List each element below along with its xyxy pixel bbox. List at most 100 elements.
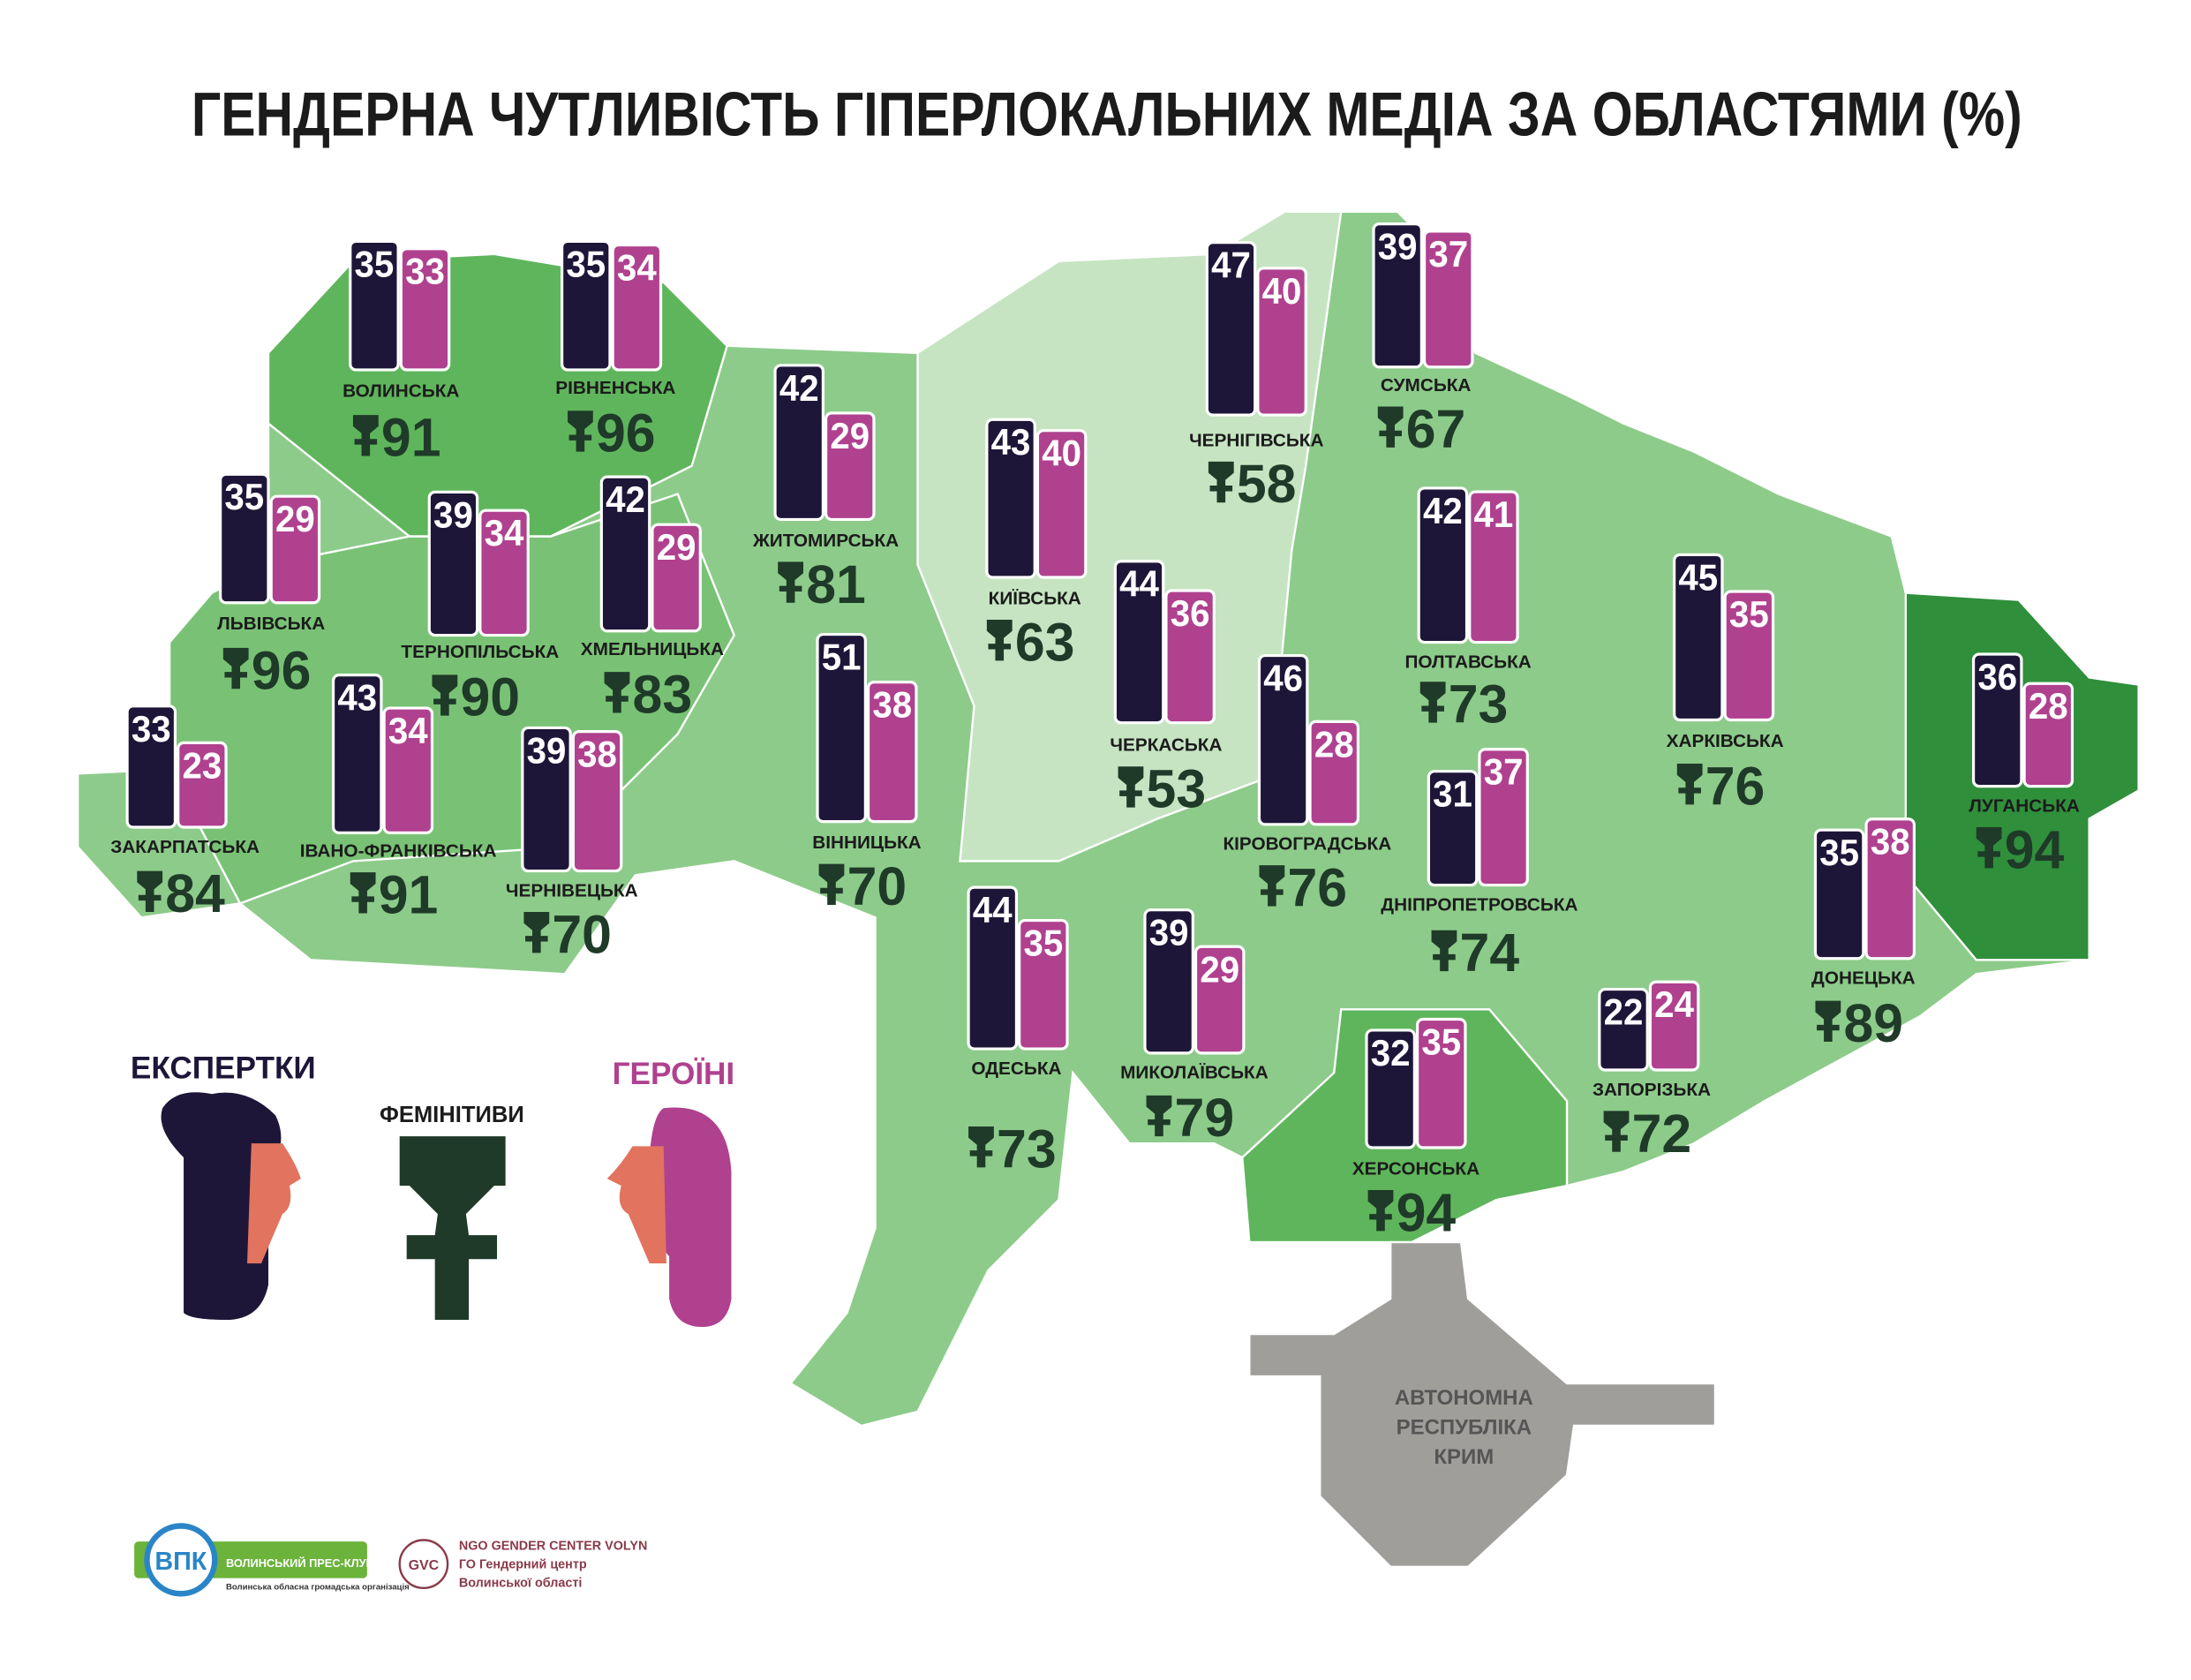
feminitive-icon (1431, 930, 1457, 972)
heroines-bar (1468, 490, 1519, 644)
bar-label: 37 (1484, 751, 1524, 793)
region-name: ВІННИЦЬКА (812, 832, 921, 853)
feminitive-icon (1603, 1111, 1630, 1152)
experts-bar (1365, 1028, 1416, 1149)
heroines-bar (1035, 429, 1088, 579)
region: 44 36 ЧЕРКАСЬКА 53 (1110, 560, 1222, 819)
heroines-icon (648, 1107, 732, 1328)
bar-label: 31 (1433, 773, 1472, 815)
gc-en: NGO GENDER CENTER VOLYN (459, 1540, 648, 1554)
feminitive-value: 79 (1175, 1088, 1235, 1148)
logos: ВПК ВОЛИНСЬКИЙ ПРЕС-КЛУБ Волинська облас… (134, 1523, 648, 1597)
bar-label: 35 (1421, 1021, 1461, 1062)
region-name: ЖИТОМИРСЬКА (752, 531, 899, 551)
bar-label: 35 (355, 243, 395, 284)
bar-label: 39 (433, 493, 473, 535)
heroines-bar (651, 523, 702, 633)
feminitive-value: 84 (165, 863, 225, 923)
feminitive-value: 96 (252, 640, 312, 700)
region: 36 28 ЛУГАНСЬКА 94 (1969, 652, 2080, 879)
experts-bar (1113, 560, 1165, 725)
vpk-logo: ВПК (154, 1548, 207, 1576)
region: 35 34 РІВНЕНСЬКА 96 (555, 239, 675, 463)
experts-bar (219, 472, 270, 605)
bar-label: 39 (1378, 226, 1418, 267)
heroines-bar (1193, 945, 1246, 1055)
bar-label: 22 (1604, 991, 1644, 1033)
feminitive-value: 91 (379, 865, 439, 925)
feminitive-value: 70 (847, 856, 907, 916)
heroines-bar (1648, 980, 1700, 1072)
gc-ua: Волинської області (459, 1576, 583, 1590)
crimea-line: КРИМ (1434, 1445, 1494, 1469)
feminitive-value: 72 (1632, 1104, 1692, 1164)
crimea-line: РЕСПУБЛІКА (1397, 1416, 1532, 1440)
experts-face (247, 1143, 301, 1264)
vpk-circle (144, 1523, 218, 1597)
heroines-bar (177, 741, 228, 829)
bar-label: 51 (822, 637, 862, 678)
region: 43 34 ІВАНО-ФРАНКІВСЬКА 91 (300, 674, 496, 925)
title: ГЕНДЕРНА ЧУТЛИВІСТЬ ГІПЕРЛОКАЛЬНИХ МЕДІА… (192, 79, 2022, 149)
heroines-bar (1256, 267, 1307, 417)
heroines-bar (1308, 719, 1360, 826)
feminitive-value: 91 (381, 407, 441, 467)
bar-label: 38 (872, 684, 912, 726)
region-name: ЗАКАРПАТСЬКА (110, 837, 260, 857)
experts-bar (1417, 486, 1469, 644)
region-name: ОДЕСЬКА (971, 1058, 1061, 1079)
experts-bar (1598, 987, 1649, 1072)
heroines-bar (1723, 590, 1775, 722)
feminitive-value: 70 (552, 904, 612, 964)
feminitive-icon (523, 911, 550, 953)
bar-label: 42 (1423, 490, 1463, 531)
bar-label: 37 (1428, 233, 1468, 275)
region: 45 35 ХАРКІВСЬКА 76 (1667, 553, 1784, 816)
region: 39 29 МИКОЛАЇВСЬКА 79 (1120, 908, 1269, 1148)
feminitive-icon (1259, 865, 1285, 907)
region: 47 40 ЧЕРНІГІВСЬКА 58 (1189, 241, 1323, 514)
region: 42 29 ЖИТОМИРСЬКА 81 (752, 364, 899, 614)
heroines-bar (866, 681, 918, 824)
gc-ua: ГО Гендерний центр (459, 1557, 587, 1571)
bar-label: 34 (485, 512, 524, 554)
region-name: ЧЕРКАСЬКА (1110, 735, 1222, 756)
heroines-bar (824, 411, 876, 522)
experts-bar (1143, 908, 1194, 1055)
feminitive-value: 53 (1147, 759, 1207, 819)
feminitive-value: 73 (1449, 674, 1509, 735)
bar-label: 40 (1042, 433, 1081, 474)
feminitive-value: 83 (633, 664, 693, 724)
experts-bar (1205, 241, 1257, 417)
bar-label: 39 (527, 729, 567, 771)
bar-label: 33 (132, 708, 171, 750)
bar-label: 42 (606, 478, 645, 520)
feminitive-icon (1367, 1189, 1394, 1232)
crimea-line: АВТОНОМНА (1395, 1386, 1533, 1410)
feminitive-value: 58 (1237, 454, 1297, 514)
feminitive-icon (1146, 1095, 1172, 1137)
feminitive-icon (1976, 827, 2002, 869)
feminitive-value: 81 (806, 554, 866, 614)
bar-label: 44 (973, 889, 1013, 930)
region-name: ДНІПРОПЕТРОВСЬКА (1381, 894, 1577, 915)
legend-experts: ЕКСПЕРТКИ (131, 1051, 316, 1086)
experts-bar (521, 726, 572, 873)
experts-bar (331, 674, 383, 835)
crimea-label: АВТОНОМНА РЕСПУБЛІКА КРИМ (1395, 1386, 1533, 1469)
feminitive-value: 73 (997, 1119, 1057, 1179)
experts-bar (125, 704, 177, 829)
region: 46 28 КІРОВОГРАДСЬКА 76 (1223, 653, 1391, 918)
legend-feminitives: ФЕМІНІТИВИ (380, 1103, 524, 1127)
region-name: РІВНЕНСЬКА (555, 378, 675, 398)
bar-label: 46 (1263, 658, 1303, 699)
feminitive-value: 89 (1843, 993, 1903, 1053)
heroines-bar (478, 509, 530, 637)
bar-label: 29 (275, 498, 315, 539)
feminitive-icon (352, 415, 379, 456)
feminitive-icon (137, 870, 163, 912)
bar-label: 24 (1654, 983, 1694, 1025)
region: 39 34 ТЕРНОПІЛЬСЬКА 90 (401, 490, 559, 727)
